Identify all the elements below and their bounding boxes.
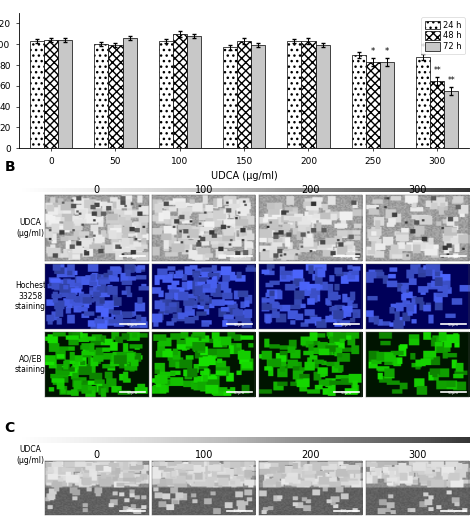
Text: C: C	[5, 421, 15, 435]
Title: 300: 300	[409, 185, 427, 195]
Text: UDCA
(μg/ml): UDCA (μg/ml)	[16, 218, 45, 237]
Bar	[173, 34, 187, 149]
Bar	[94, 44, 109, 149]
Text: 100μm: 100μm	[339, 255, 354, 258]
Text: 200: 200	[301, 450, 320, 460]
Text: 50μm: 50μm	[234, 391, 245, 395]
Text: 50μm: 50μm	[234, 323, 245, 327]
Bar	[237, 41, 251, 149]
Text: **: **	[447, 76, 455, 85]
Text: 100μm: 100μm	[447, 509, 460, 513]
Title: 100: 100	[195, 185, 213, 195]
Legend: 24 h, 48 h, 72 h: 24 h, 48 h, 72 h	[421, 17, 465, 54]
Bar	[44, 40, 58, 149]
Text: *: *	[385, 47, 389, 56]
Bar	[30, 41, 44, 149]
Text: 100μm: 100μm	[126, 255, 140, 258]
Text: 50μm: 50μm	[448, 391, 459, 395]
X-axis label: UDCA (μg/ml): UDCA (μg/ml)	[211, 171, 277, 181]
Text: 300: 300	[409, 450, 427, 460]
Title: 200: 200	[301, 185, 320, 195]
Bar	[352, 55, 365, 149]
Bar	[444, 91, 458, 149]
Text: *: *	[371, 47, 375, 56]
Title: 0: 0	[94, 185, 100, 195]
Bar	[187, 36, 201, 149]
Bar	[380, 62, 394, 149]
Bar	[430, 81, 444, 149]
Text: *: *	[421, 43, 425, 52]
Bar	[122, 38, 137, 149]
Text: 50μm: 50μm	[448, 323, 459, 327]
Bar	[109, 46, 122, 149]
Text: 50μm: 50μm	[127, 323, 138, 327]
Bar	[158, 41, 173, 149]
Bar	[58, 40, 73, 149]
Text: 0: 0	[94, 450, 100, 460]
Text: AO/EB
staining: AO/EB staining	[15, 355, 46, 374]
Text: Hochest
33258
staining: Hochest 33258 staining	[15, 281, 46, 311]
Text: 50μm: 50μm	[341, 391, 352, 395]
Text: 100μm: 100μm	[233, 509, 246, 513]
Text: 100μm: 100μm	[233, 255, 246, 258]
Bar	[316, 46, 329, 149]
Text: 100μm: 100μm	[447, 255, 460, 258]
Bar	[287, 41, 301, 149]
Text: **: **	[433, 66, 441, 75]
Text: 100: 100	[195, 450, 213, 460]
Text: UDCA
(μg/ml): UDCA (μg/ml)	[16, 446, 45, 465]
Bar	[416, 57, 430, 149]
Bar	[223, 48, 237, 149]
Text: 50μm: 50μm	[341, 323, 352, 327]
Text: 100μm: 100μm	[126, 509, 140, 513]
Text: B: B	[5, 160, 15, 174]
Bar	[251, 46, 265, 149]
Bar	[301, 41, 316, 149]
Bar	[365, 62, 380, 149]
Text: 50μm: 50μm	[127, 391, 138, 395]
Text: 100μm: 100μm	[339, 509, 354, 513]
